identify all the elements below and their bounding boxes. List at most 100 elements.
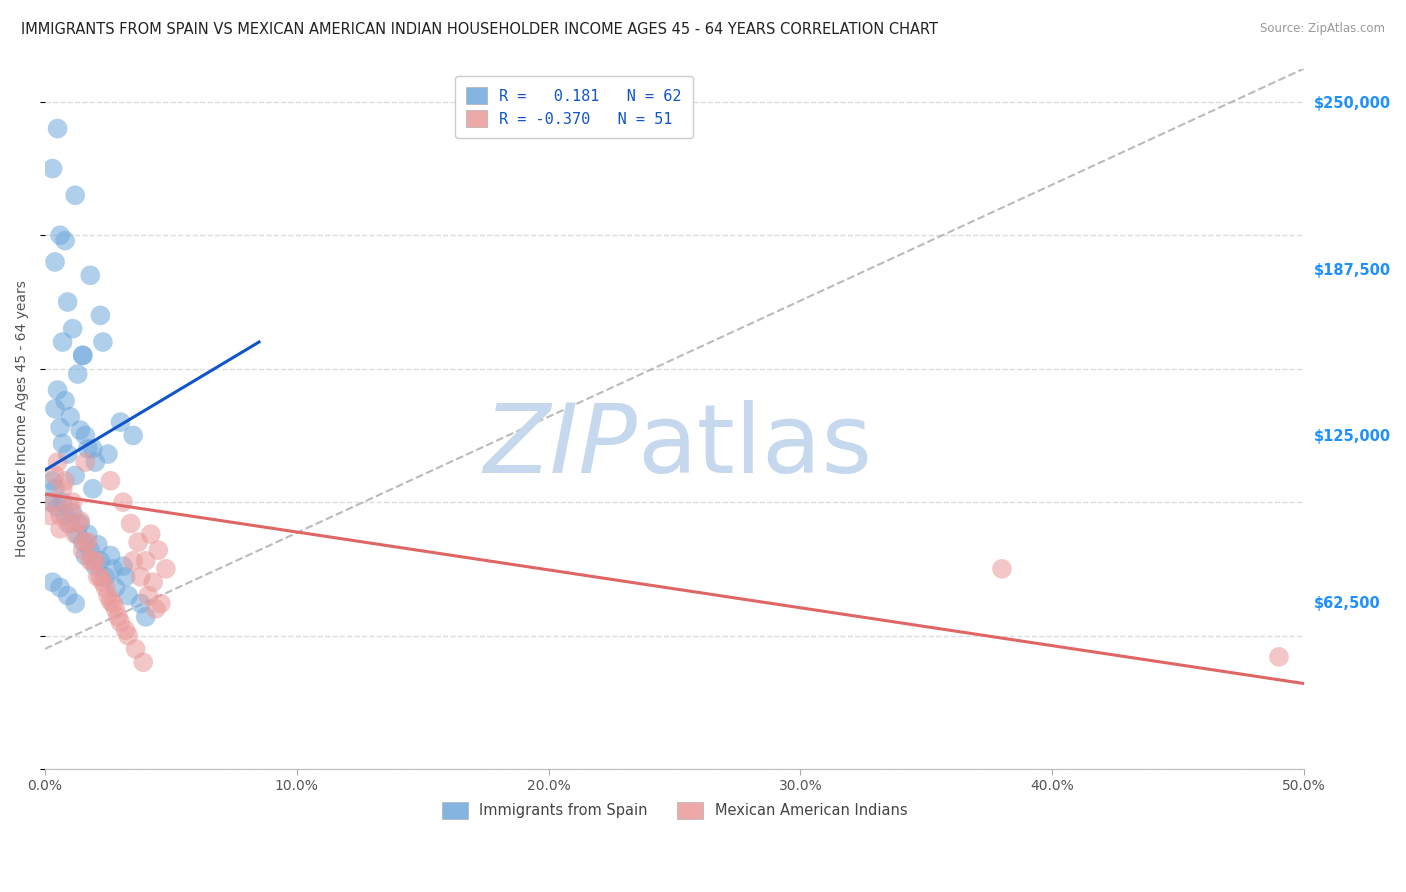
Point bbox=[72, 348, 94, 362]
Y-axis label: Householder Income Ages 45 - 64 years: Householder Income Ages 45 - 64 years bbox=[15, 280, 30, 558]
Point bbox=[66, 527, 89, 541]
Point bbox=[41, 575, 63, 590]
Point bbox=[124, 641, 146, 656]
Point bbox=[117, 628, 139, 642]
Point bbox=[59, 409, 82, 424]
Point bbox=[41, 161, 63, 176]
Point bbox=[114, 570, 136, 584]
Point bbox=[49, 508, 72, 523]
Point bbox=[76, 442, 98, 456]
Point bbox=[1268, 649, 1291, 664]
Point bbox=[110, 615, 132, 630]
Point bbox=[69, 423, 91, 437]
Point bbox=[991, 562, 1014, 576]
Point bbox=[39, 495, 62, 509]
Point bbox=[62, 321, 84, 335]
Point bbox=[75, 535, 97, 549]
Point bbox=[101, 597, 124, 611]
Point bbox=[56, 589, 79, 603]
Point bbox=[91, 334, 114, 349]
Point bbox=[94, 581, 117, 595]
Point bbox=[94, 570, 117, 584]
Point bbox=[53, 508, 76, 523]
Point bbox=[89, 570, 111, 584]
Point bbox=[76, 535, 98, 549]
Text: IMMIGRANTS FROM SPAIN VS MEXICAN AMERICAN INDIAN HOUSEHOLDER INCOME AGES 45 - 64: IMMIGRANTS FROM SPAIN VS MEXICAN AMERICA… bbox=[21, 22, 938, 37]
Point bbox=[76, 527, 98, 541]
Point bbox=[49, 420, 72, 434]
Point bbox=[129, 597, 152, 611]
Point bbox=[120, 516, 142, 531]
Point bbox=[87, 538, 110, 552]
Point bbox=[129, 570, 152, 584]
Point bbox=[44, 255, 66, 269]
Point bbox=[84, 554, 107, 568]
Point bbox=[114, 624, 136, 638]
Point bbox=[39, 508, 62, 523]
Point bbox=[53, 393, 76, 408]
Point bbox=[122, 428, 145, 442]
Point bbox=[46, 383, 69, 397]
Point bbox=[127, 535, 149, 549]
Point bbox=[66, 367, 89, 381]
Point bbox=[53, 234, 76, 248]
Point bbox=[91, 575, 114, 590]
Point bbox=[66, 516, 89, 531]
Point bbox=[52, 436, 75, 450]
Point bbox=[148, 543, 170, 558]
Point bbox=[142, 575, 165, 590]
Point bbox=[52, 495, 75, 509]
Point bbox=[44, 468, 66, 483]
Point bbox=[44, 401, 66, 416]
Point bbox=[46, 455, 69, 469]
Point bbox=[84, 559, 107, 574]
Point bbox=[44, 482, 66, 496]
Point bbox=[72, 348, 94, 362]
Point bbox=[100, 594, 122, 608]
Point bbox=[112, 495, 135, 509]
Point bbox=[97, 447, 120, 461]
Point bbox=[135, 610, 157, 624]
Point bbox=[82, 482, 104, 496]
Point bbox=[52, 482, 75, 496]
Point bbox=[72, 543, 94, 558]
Point bbox=[122, 554, 145, 568]
Point bbox=[49, 581, 72, 595]
Point bbox=[110, 415, 132, 429]
Point bbox=[82, 442, 104, 456]
Text: Source: ZipAtlas.com: Source: ZipAtlas.com bbox=[1260, 22, 1385, 36]
Point bbox=[79, 268, 101, 283]
Point bbox=[63, 597, 86, 611]
Point bbox=[149, 597, 172, 611]
Point bbox=[46, 121, 69, 136]
Point bbox=[56, 295, 79, 310]
Point bbox=[112, 559, 135, 574]
Point bbox=[135, 554, 157, 568]
Point bbox=[89, 554, 111, 568]
Point bbox=[136, 589, 159, 603]
Point bbox=[104, 602, 127, 616]
Point bbox=[46, 500, 69, 515]
Point bbox=[101, 562, 124, 576]
Point bbox=[63, 527, 86, 541]
Legend: Immigrants from Spain, Mexican American Indians: Immigrants from Spain, Mexican American … bbox=[436, 797, 914, 825]
Point bbox=[139, 527, 162, 541]
Point bbox=[69, 514, 91, 528]
Point bbox=[59, 516, 82, 531]
Point bbox=[59, 500, 82, 515]
Point bbox=[49, 522, 72, 536]
Point bbox=[63, 188, 86, 202]
Point bbox=[72, 535, 94, 549]
Point bbox=[62, 495, 84, 509]
Point bbox=[49, 228, 72, 243]
Point bbox=[89, 309, 111, 323]
Point bbox=[52, 334, 75, 349]
Point bbox=[104, 581, 127, 595]
Point bbox=[69, 516, 91, 531]
Point bbox=[155, 562, 177, 576]
Point bbox=[53, 474, 76, 488]
Point bbox=[79, 543, 101, 558]
Point bbox=[82, 554, 104, 568]
Point bbox=[75, 455, 97, 469]
Point bbox=[56, 516, 79, 531]
